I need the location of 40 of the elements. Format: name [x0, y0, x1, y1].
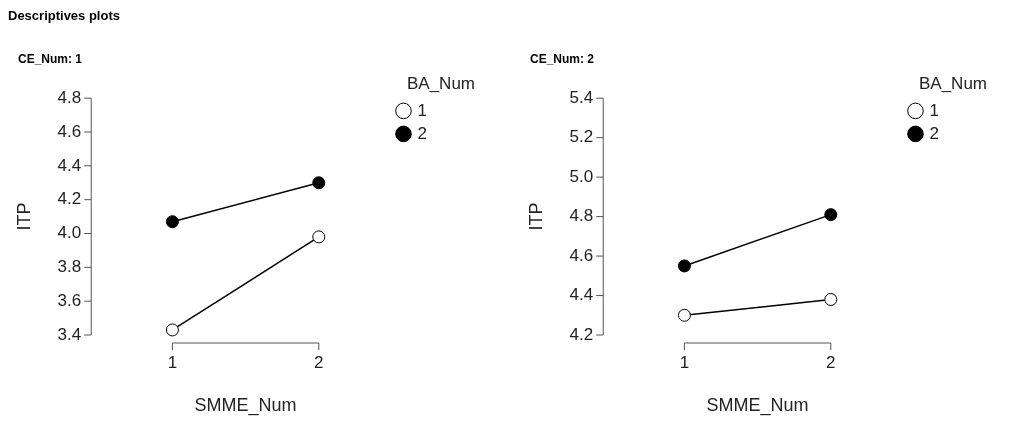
point — [824, 208, 838, 222]
y-tick-label: 4.8 — [569, 206, 594, 226]
legend-label: 1 — [929, 100, 939, 120]
legend-label: 2 — [929, 123, 939, 143]
y-tick-label: 4.4 — [569, 285, 594, 305]
x-axis-title: SMME_Num — [706, 395, 809, 417]
chart-subtitle: CE_Num: 1 — [18, 52, 83, 66]
y-axis-title: ITP — [13, 202, 34, 231]
y-tick-label: 3.8 — [57, 257, 82, 277]
legend-title: BA_Num — [918, 74, 987, 94]
legend-title: BA_Num — [406, 74, 475, 94]
y-tick-label: 4.0 — [57, 223, 82, 243]
y-tick-label: 4.6 — [569, 245, 594, 265]
y-tick-label: 5.4 — [569, 87, 594, 107]
x-tick-label: 2 — [826, 352, 836, 372]
y-tick-label: 5.0 — [569, 166, 594, 186]
x-tick-label: 1 — [167, 352, 178, 372]
y-tick-label: 3.4 — [57, 324, 82, 344]
chart-subtitle: CE_Num: 2 — [530, 52, 595, 66]
y-tick-label: 4.4 — [57, 155, 82, 175]
point — [312, 176, 326, 190]
y-tick-label: 5.2 — [569, 127, 594, 147]
x-tick-label: 1 — [679, 352, 690, 372]
legend-label: 2 — [417, 123, 427, 143]
chart-title: Descriptives plots — [8, 8, 120, 23]
point — [824, 292, 838, 306]
y-tick-label: 4.6 — [57, 121, 82, 141]
legend-label: 1 — [417, 100, 427, 120]
x-tick-label: 2 — [314, 352, 324, 372]
y-tick-label: 4.2 — [57, 189, 82, 209]
point — [165, 215, 179, 229]
y-axis-title: ITP — [525, 202, 546, 231]
point — [165, 323, 179, 337]
point — [312, 230, 326, 244]
x-axis-title: SMME_Num — [194, 395, 297, 417]
y-tick-label: 3.6 — [57, 290, 82, 310]
point — [677, 259, 691, 273]
y-tick-label: 4.8 — [57, 87, 82, 107]
y-tick-label: 4.2 — [569, 324, 594, 344]
point — [677, 308, 691, 322]
